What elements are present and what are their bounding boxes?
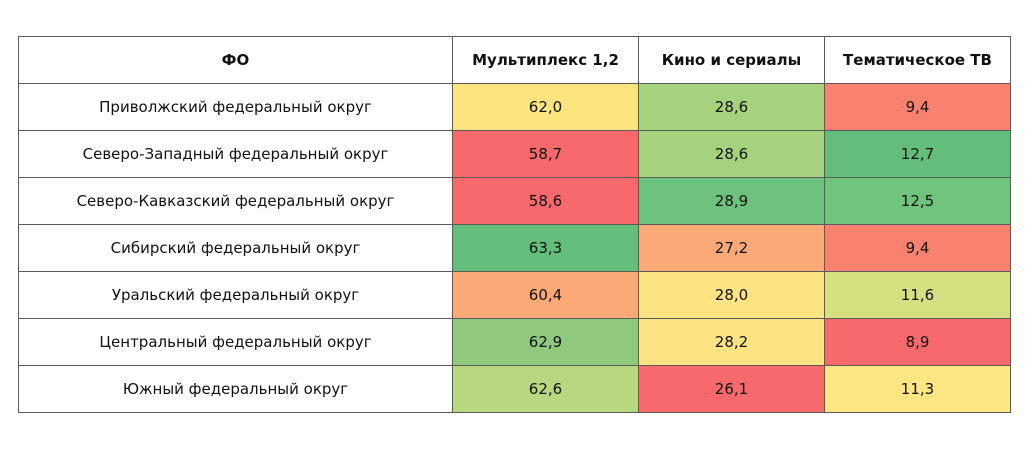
header-multiplex: Мультиплекс 1,2 xyxy=(452,36,639,84)
value-cell: 9,4 xyxy=(824,83,1011,131)
value-cell: 12,7 xyxy=(824,130,1011,178)
table-row: Северо-Западный федеральный округ 58,7 2… xyxy=(18,130,1011,178)
header-row: ФО Мультиплекс 1,2 Кино и сериалы Темати… xyxy=(18,36,1011,84)
value-cell: 62,6 xyxy=(452,365,639,413)
value-cell: 12,5 xyxy=(824,177,1011,225)
table-row: Северо-Кавказский федеральный округ 58,6… xyxy=(18,177,1011,225)
table-row: Уральский федеральный округ 60,4 28,0 11… xyxy=(18,271,1011,319)
region-cell: Центральный федеральный округ xyxy=(18,318,453,366)
region-cell: Уральский федеральный округ xyxy=(18,271,453,319)
value-cell: 26,1 xyxy=(638,365,825,413)
value-cell: 58,6 xyxy=(452,177,639,225)
value-cell: 9,4 xyxy=(824,224,1011,272)
region-cell: Южный федеральный округ xyxy=(18,365,453,413)
header-region: ФО xyxy=(18,36,453,84)
region-cell: Сибирский федеральный округ xyxy=(18,224,453,272)
table-row: Сибирский федеральный округ 63,3 27,2 9,… xyxy=(18,224,1011,272)
value-cell: 8,9 xyxy=(824,318,1011,366)
header-movies-series: Кино и сериалы xyxy=(638,36,825,84)
value-cell: 28,0 xyxy=(638,271,825,319)
table-row: Центральный федеральный округ 62,9 28,2 … xyxy=(18,318,1011,366)
value-cell: 28,2 xyxy=(638,318,825,366)
value-cell: 28,6 xyxy=(638,130,825,178)
value-cell: 28,6 xyxy=(638,83,825,131)
value-cell: 63,3 xyxy=(452,224,639,272)
value-cell: 11,6 xyxy=(824,271,1011,319)
value-cell: 62,0 xyxy=(452,83,639,131)
heatmap-table: ФО Мультиплекс 1,2 Кино и сериалы Темати… xyxy=(18,36,1011,413)
value-cell: 62,9 xyxy=(452,318,639,366)
value-cell: 58,7 xyxy=(452,130,639,178)
value-cell: 28,9 xyxy=(638,177,825,225)
region-cell: Приволжский федеральный округ xyxy=(18,83,453,131)
value-cell: 27,2 xyxy=(638,224,825,272)
region-cell: Северо-Западный федеральный округ xyxy=(18,130,453,178)
table-row: Приволжский федеральный округ 62,0 28,6 … xyxy=(18,83,1011,131)
value-cell: 11,3 xyxy=(824,365,1011,413)
region-cell: Северо-Кавказский федеральный округ xyxy=(18,177,453,225)
value-cell: 60,4 xyxy=(452,271,639,319)
table-row: Южный федеральный округ 62,6 26,1 11,3 xyxy=(18,365,1011,413)
header-thematic-tv: Тематическое ТВ xyxy=(824,36,1011,84)
